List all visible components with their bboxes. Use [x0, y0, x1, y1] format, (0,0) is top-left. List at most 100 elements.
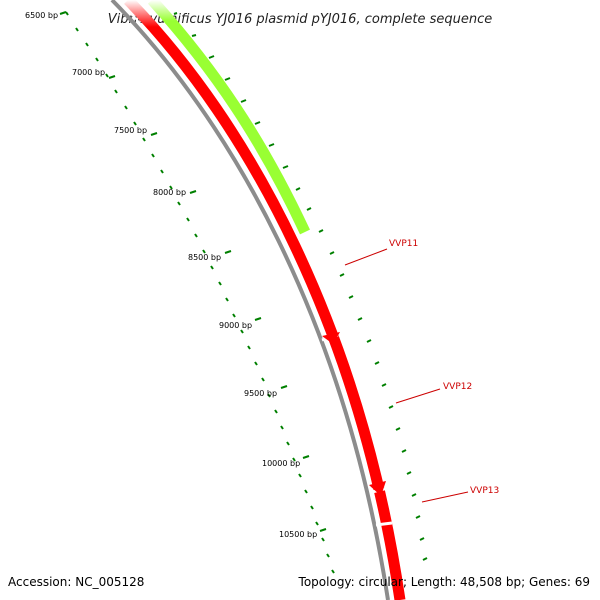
tick — [406, 471, 412, 475]
tick — [208, 55, 215, 59]
tick — [173, 12, 178, 15]
inner-tick-track — [59, 11, 335, 574]
tick — [298, 473, 302, 478]
tick — [401, 449, 407, 453]
tick — [415, 515, 421, 519]
major-tick — [150, 132, 158, 136]
tick — [240, 329, 244, 334]
major-tick — [319, 528, 327, 532]
tick — [388, 405, 394, 409]
ruler-label: 7500 bp — [114, 126, 147, 135]
gene-boundary-vvp13 — [375, 521, 393, 527]
tick — [105, 73, 109, 78]
tick — [225, 297, 229, 302]
tick — [261, 377, 265, 382]
gene-name: VVP11 — [389, 239, 418, 249]
ruler-label: 10000 bp — [262, 459, 300, 468]
gene-label-vvp11[interactable]: VVP11 — [344, 239, 418, 266]
gene-arrow-vvp12 — [369, 481, 386, 496]
tick — [274, 409, 278, 414]
tick — [329, 251, 335, 255]
tick — [366, 339, 372, 343]
tick — [75, 27, 79, 32]
tick — [292, 457, 296, 462]
tick — [280, 425, 284, 430]
major-tick — [108, 75, 116, 79]
tick — [65, 11, 69, 16]
tick — [210, 265, 214, 270]
tick — [282, 165, 289, 169]
tick — [232, 313, 236, 318]
tick — [268, 143, 275, 147]
tick — [254, 361, 258, 366]
backbone-highlight — [117, 0, 395, 600]
tick — [202, 249, 206, 254]
accession-text: Accession: NC_005128 — [8, 575, 144, 589]
tick — [160, 169, 164, 174]
tick — [395, 427, 401, 431]
tick — [419, 537, 425, 541]
major-tick — [224, 250, 232, 254]
ruler-labels: 6500 bp 7000 bp 7500 bp 8000 bp 8500 bp … — [25, 11, 317, 539]
gene-label-vvp13[interactable]: VVP13 — [421, 486, 499, 503]
tick — [169, 185, 173, 190]
gene-name: VVP13 — [470, 486, 499, 496]
tick — [348, 295, 354, 299]
plasmid-backbone — [110, 0, 390, 600]
tick — [240, 99, 247, 103]
tick — [318, 229, 324, 233]
gene-leader-line — [421, 491, 469, 503]
tick — [133, 121, 137, 126]
tick — [339, 273, 345, 277]
map-title: Vibrio vulnificus YJ016 plasmid pYJ016, … — [108, 12, 492, 27]
tick — [95, 57, 99, 62]
tick — [310, 505, 314, 510]
tick — [114, 89, 118, 94]
tick — [374, 361, 380, 365]
major-tick — [59, 11, 67, 15]
topology-summary: Topology: circular; Length: 48,508 bp; G… — [298, 575, 590, 589]
tick — [142, 137, 146, 142]
gene-leader-line — [344, 248, 388, 266]
tick — [326, 553, 330, 558]
outer-tick-track — [173, 12, 428, 561]
feature-band — [147, 0, 310, 235]
gene-label-vvp12[interactable]: VVP12 — [395, 382, 472, 404]
tick — [191, 34, 197, 37]
gene-arrow-vvp11 — [322, 332, 340, 344]
tick — [85, 42, 89, 47]
major-tick — [189, 190, 197, 194]
tick — [124, 105, 128, 110]
ruler-label: 7000 bp — [72, 68, 105, 77]
tick — [218, 281, 222, 286]
ruler-label: 6500 bp — [25, 11, 58, 20]
ruler-label: 10500 bp — [279, 530, 317, 539]
major-tick — [280, 385, 288, 389]
tick — [254, 121, 261, 125]
tick — [267, 393, 271, 398]
tick — [177, 201, 181, 206]
tick — [321, 537, 325, 542]
tick — [411, 493, 417, 497]
ruler-label: 9500 bp — [244, 389, 277, 398]
major-tick — [302, 455, 310, 459]
tick — [151, 153, 155, 158]
tick — [295, 187, 301, 191]
tick — [286, 441, 290, 446]
ruler-label: 8500 bp — [188, 253, 221, 262]
cds-band — [124, 0, 406, 600]
tick — [186, 217, 190, 222]
tick — [247, 345, 251, 350]
major-tick — [254, 317, 262, 321]
tick — [381, 383, 387, 387]
tick — [224, 77, 231, 81]
gene-name: VVP12 — [443, 382, 472, 392]
tick — [331, 569, 335, 574]
tick — [422, 557, 428, 561]
tick — [304, 489, 308, 494]
tick — [306, 207, 312, 211]
gene-leader-line — [395, 388, 441, 404]
tick — [357, 317, 363, 321]
ruler-label: 9000 bp — [219, 321, 252, 330]
